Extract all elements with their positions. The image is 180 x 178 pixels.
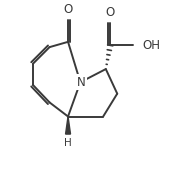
Text: H: H xyxy=(64,138,72,148)
Text: O: O xyxy=(106,6,115,19)
Polygon shape xyxy=(66,117,71,134)
Text: OH: OH xyxy=(143,39,161,52)
Text: N: N xyxy=(77,76,86,89)
Text: O: O xyxy=(63,3,73,16)
